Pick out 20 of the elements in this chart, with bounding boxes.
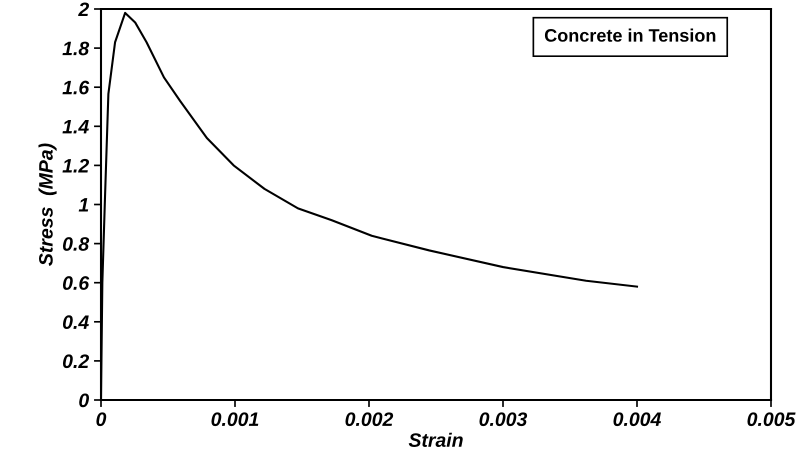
y-tick-label: 1.4 xyxy=(62,120,89,134)
y-tick-label: 0.2 xyxy=(62,354,89,368)
x-tick-label: 0.001 xyxy=(211,412,258,426)
y-tick-label: 0 xyxy=(79,393,90,408)
annotation: Concrete in Tension xyxy=(544,28,716,42)
x-tick-label: 0.002 xyxy=(345,412,394,426)
x-tick-label: 0 xyxy=(96,412,106,426)
x-axis-title: Strain xyxy=(408,432,463,447)
x-tick-label: 0.005 xyxy=(747,412,796,426)
y-tick-label: 2 xyxy=(78,2,89,16)
x-tick-label: 0.004 xyxy=(613,412,661,426)
y-tick-label: 1.8 xyxy=(62,42,90,56)
x-tick-label: 0.003 xyxy=(479,412,528,426)
y-tick-label: 1 xyxy=(78,198,88,212)
y-tick-label: 1.6 xyxy=(62,80,90,94)
y-tick-label: 1.2 xyxy=(62,158,89,172)
y-axis-title: Stress (MPa) xyxy=(38,143,57,266)
y-tick-label: 0.4 xyxy=(62,315,89,330)
y-tick-label: 0.6 xyxy=(62,276,90,290)
y-tick-label: 0.8 xyxy=(62,237,90,251)
